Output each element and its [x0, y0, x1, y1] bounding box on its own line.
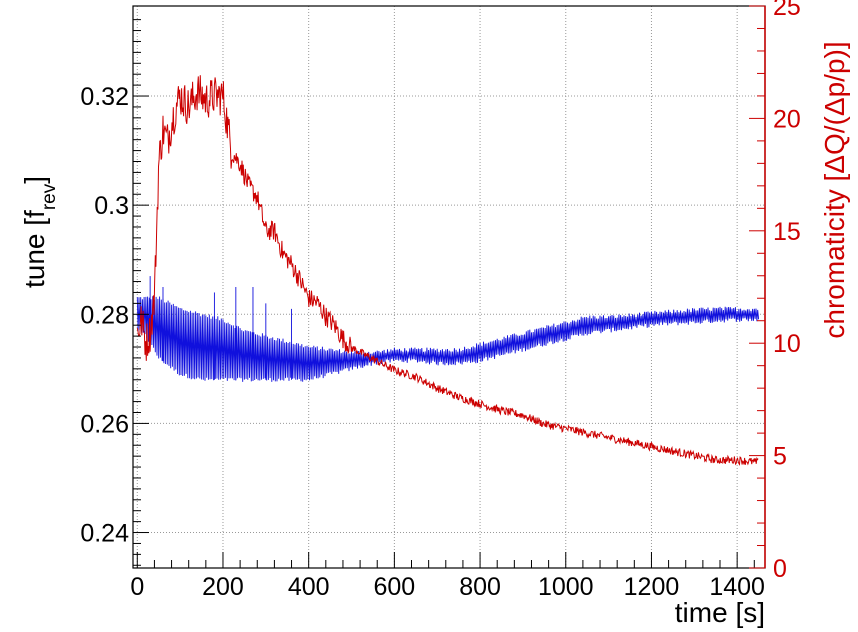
x-tick-label: 200 — [202, 573, 244, 601]
y-right-tick-label: 20 — [773, 105, 801, 133]
y-axis-left-title-close: ] — [19, 176, 50, 184]
y-right-tick-label: 5 — [773, 443, 787, 471]
x-tick-label: 1000 — [538, 573, 594, 601]
y-axis-left-title: tune [frev] — [19, 176, 60, 288]
x-tick-label: 0 — [130, 573, 144, 601]
x-tick-label: 400 — [288, 573, 330, 601]
tune-line — [136, 296, 760, 382]
y-right-tick-label: 0 — [773, 555, 787, 583]
y-left-tick-label: 0.26 — [80, 410, 129, 438]
grid — [133, 6, 765, 568]
y-axis-left-title-main: tune [f — [19, 210, 50, 288]
y-left-tick-label: 0.28 — [80, 301, 129, 329]
y-axis-right-title: chromaticity [ΔQ/(Δp/p)] — [819, 41, 850, 338]
plot-frame — [132, 5, 766, 569]
y-right-tick-label: 15 — [773, 218, 801, 246]
y-axis-left-title-sub: rev — [39, 183, 60, 210]
x-tick-label: 800 — [459, 573, 501, 601]
x-axis-title: time [s] — [675, 597, 765, 628]
axes: 0 200 400 600 800 1000 1200 14000.240.260.280.3… — [80, 0, 800, 601]
x-tick-label: 600 — [374, 573, 416, 601]
x-tick-label: 1400 — [709, 573, 765, 601]
x-tick-label: 1200 — [624, 573, 680, 601]
chromaticity-line — [136, 75, 759, 466]
y-left-tick-label: 0.32 — [80, 83, 129, 111]
y-left-tick-label: 0.3 — [94, 192, 129, 220]
y-right-tick-label: 10 — [773, 330, 801, 358]
y-left-tick-label: 0.24 — [80, 520, 129, 548]
chromaticity-series — [136, 75, 759, 466]
tune-series — [136, 276, 760, 382]
y-right-tick-label: 25 — [773, 0, 801, 21]
